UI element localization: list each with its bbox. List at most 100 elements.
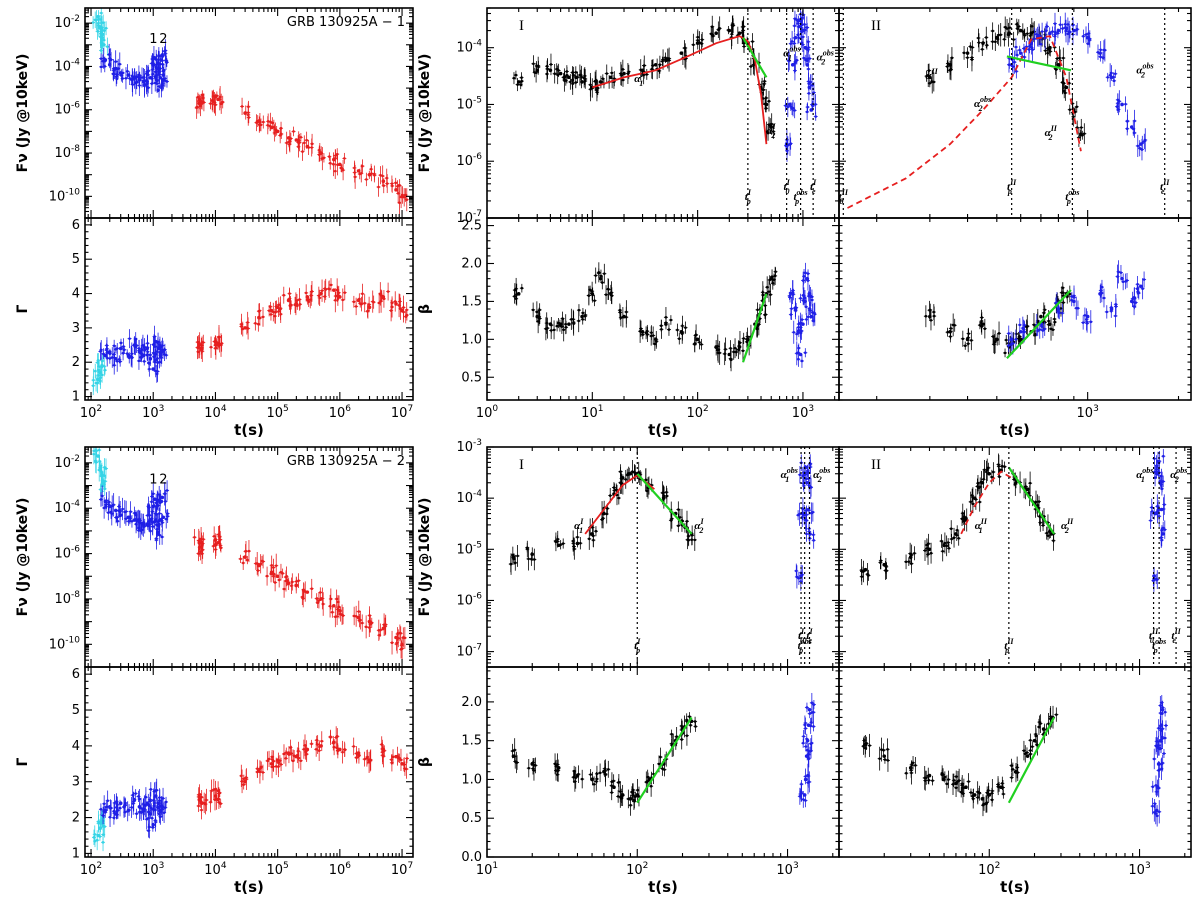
marker	[165, 61, 169, 64]
marker	[109, 510, 113, 514]
marker	[1007, 63, 1011, 67]
marker	[805, 110, 809, 114]
data-point	[783, 129, 793, 162]
marker	[143, 84, 146, 88]
marker	[1018, 335, 1021, 338]
marker	[285, 141, 288, 145]
marker	[700, 38, 704, 41]
marker	[298, 298, 301, 301]
data-point	[806, 72, 816, 104]
data-point	[679, 40, 689, 70]
marker	[571, 317, 575, 321]
marker	[1105, 310, 1109, 314]
marker	[381, 174, 384, 178]
series-group	[923, 260, 1147, 360]
data-point	[1125, 109, 1137, 138]
data-point	[333, 152, 347, 181]
y-axis-label: Γ	[15, 304, 31, 313]
marker-center	[790, 292, 795, 296]
marker	[603, 272, 606, 275]
marker-center	[338, 162, 342, 167]
data-point	[960, 327, 974, 353]
marker	[361, 164, 364, 168]
marker	[382, 184, 386, 187]
marker	[115, 347, 119, 350]
marker	[751, 40, 754, 43]
marker	[390, 301, 394, 305]
marker	[552, 328, 556, 332]
marker	[742, 45, 746, 48]
marker	[240, 105, 244, 108]
marker-center	[653, 62, 658, 67]
marker-center	[338, 295, 342, 299]
marker	[683, 46, 686, 50]
marker	[769, 293, 772, 296]
y-tick-label: 1.5	[461, 294, 482, 309]
marker	[112, 363, 116, 367]
marker	[800, 359, 804, 363]
marker	[1053, 320, 1057, 324]
marker	[196, 95, 200, 99]
marker	[788, 296, 792, 299]
marker	[99, 488, 102, 491]
marker	[1068, 108, 1072, 111]
marker	[327, 287, 331, 290]
marker	[140, 356, 143, 359]
data-point	[586, 281, 597, 307]
marker-center	[1120, 276, 1124, 281]
marker	[143, 345, 146, 349]
data-point	[1052, 12, 1065, 45]
marker	[1038, 328, 1042, 331]
data-point	[317, 143, 326, 171]
marker	[195, 105, 199, 109]
marker	[321, 157, 324, 160]
data-point	[99, 32, 110, 59]
marker-center	[764, 102, 769, 107]
marker-center	[807, 85, 812, 90]
data-point	[794, 341, 808, 368]
marker	[752, 63, 755, 67]
data-point	[397, 186, 409, 215]
marker	[693, 343, 696, 346]
marker-center	[948, 62, 952, 67]
marker	[219, 102, 223, 106]
marker	[698, 341, 701, 344]
marker	[320, 289, 324, 292]
marker	[718, 351, 721, 355]
marker	[151, 61, 155, 65]
slope-label: αII 2	[1045, 124, 1058, 142]
marker	[156, 370, 159, 373]
marker-center	[294, 138, 299, 142]
marker	[597, 271, 601, 275]
marker	[1040, 30, 1044, 33]
marker-center	[151, 367, 156, 371]
marker	[792, 330, 796, 334]
marker	[1124, 280, 1127, 283]
x-tick-label: 101	[581, 404, 603, 421]
marker-center	[156, 88, 160, 92]
data-point	[1002, 16, 1016, 48]
marker	[1007, 344, 1010, 347]
marker	[1003, 25, 1007, 29]
marker	[980, 316, 984, 319]
marker	[133, 75, 136, 78]
marker	[946, 330, 949, 334]
marker	[354, 305, 358, 308]
marker	[977, 36, 980, 40]
marker	[1140, 148, 1144, 151]
marker-center	[558, 322, 563, 326]
marker	[967, 332, 970, 335]
marker	[962, 51, 966, 55]
marker	[806, 40, 810, 44]
slope-label: αII 1	[925, 67, 938, 85]
y-tick-label: 3	[72, 321, 80, 336]
marker	[804, 305, 808, 309]
marker	[107, 53, 111, 56]
marker	[620, 73, 623, 77]
marker	[797, 357, 800, 361]
marker	[1014, 45, 1018, 49]
marker-center	[590, 292, 595, 296]
marker	[791, 106, 795, 110]
marker-center	[567, 322, 571, 326]
